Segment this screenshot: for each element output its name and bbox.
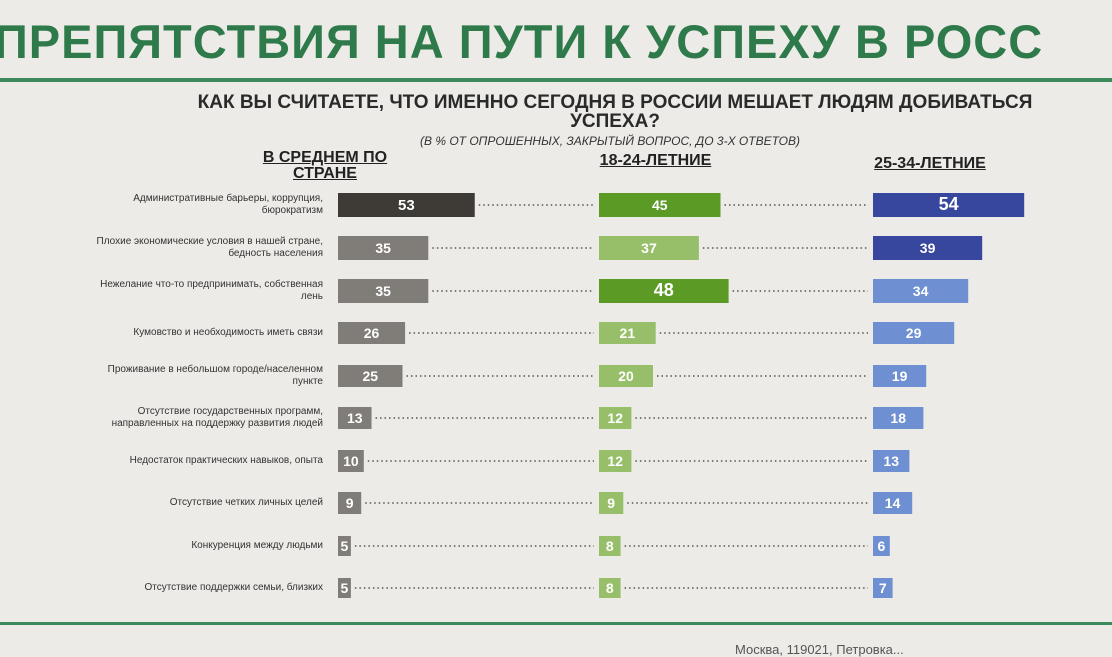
survey-question-line-2: УСПЕХА?	[570, 111, 660, 132]
bar-18-24	[599, 236, 699, 260]
bar-value-label: 14	[885, 495, 901, 511]
bar-value-label: 21	[620, 325, 636, 341]
bar-country-average	[338, 450, 364, 472]
bar-value-label: 39	[920, 240, 936, 256]
bar-18-24	[599, 492, 624, 514]
bar-25-34	[873, 322, 955, 344]
bar-value-label: 8	[606, 538, 614, 554]
bar-value-label: 13	[347, 410, 363, 426]
bar-value-label: 48	[654, 280, 674, 300]
bar-value-label: 29	[906, 325, 922, 341]
bar-25-34	[873, 193, 1025, 217]
bar-25-34	[873, 492, 913, 514]
footer-address: Москва, 119021, Петровка...	[735, 642, 904, 657]
bar-country-average	[338, 193, 475, 217]
category-label: Конкуренция между людьми	[191, 540, 323, 551]
bar-25-34	[873, 578, 893, 598]
bar-18-24	[599, 193, 721, 217]
survey-question-line-1: КАК ВЫ СЧИТАЕТЕ, ЧТО ИМЕННО СЕГОДНЯ В РО…	[197, 92, 1033, 113]
bar-value-label: 12	[607, 410, 623, 426]
bar-country-average	[338, 407, 372, 429]
bar-value-label: 9	[607, 495, 615, 511]
category-label: Проживание в небольшом городе/населенном…	[107, 364, 323, 387]
bar-18-24	[599, 279, 729, 303]
title-divider	[0, 78, 1112, 82]
column-header-18-24: 18-24-ЛЕТНИЕ	[599, 152, 712, 169]
bar-country-average	[338, 279, 429, 303]
category-label: Отсутствие поддержки семьи, близких	[144, 582, 323, 593]
category-label: Кумовство и необходимость иметь связи	[133, 327, 323, 338]
bar-18-24	[599, 322, 656, 344]
category-label: Отсутствие четких личных целей	[169, 497, 323, 508]
bar-country-average	[338, 322, 406, 344]
bar-value-label: 12	[607, 453, 623, 469]
bar-25-34	[873, 407, 924, 429]
bar-value-label: 35	[375, 240, 391, 256]
bar-value-label: 35	[375, 283, 391, 299]
category-label: Нежелание что-то предпринимать, собствен…	[100, 279, 323, 302]
bar-25-34	[873, 236, 983, 260]
bar-country-average	[338, 536, 351, 556]
bar-18-24	[599, 450, 632, 472]
bar-country-average	[338, 492, 362, 514]
bar-value-label: 45	[652, 197, 668, 213]
category-label: Плохие экономические условия в нашей стр…	[96, 236, 323, 259]
category-label: Недостаток практических навыков, опыта	[129, 455, 323, 466]
bar-value-label: 20	[618, 368, 634, 384]
bar-value-label: 7	[879, 580, 887, 596]
bar-value-label: 9	[346, 495, 354, 511]
bar-25-34	[873, 279, 969, 303]
bar-value-label: 18	[890, 410, 906, 426]
survey-question: КАК ВЫ СЧИТАЕТЕ, ЧТО ИМЕННО СЕГОДНЯ В РО…	[100, 93, 1112, 131]
bar-value-label: 34	[913, 283, 929, 299]
category-label: Административные барьеры, коррупция, бюр…	[133, 193, 323, 216]
column-header-25-34: 25-34-ЛЕТНИЕ	[874, 155, 986, 172]
bar-value-label: 5	[341, 580, 349, 596]
bar-25-34	[873, 450, 910, 472]
bar-value-label: 37	[641, 240, 657, 256]
bar-country-average	[338, 578, 351, 598]
bar-value-label: 13	[883, 453, 899, 469]
column-header-country-average: В СРЕДНЕМ ПО СТРАНЕ	[262, 149, 388, 182]
bar-18-24	[599, 578, 621, 598]
bar-value-label: 10	[343, 453, 359, 469]
category-label: Отсутствие государственных программ, нап…	[111, 406, 323, 429]
slide-title: ПРЕПЯТСТВИЯ НА ПУТИ К УСПЕХУ В РОСС	[0, 15, 1044, 68]
bar-18-24	[599, 407, 632, 429]
bar-value-label: 54	[939, 194, 959, 214]
bar-value-label: 19	[892, 368, 908, 384]
bar-value-label: 5	[341, 538, 349, 554]
bar-value-label: 8	[606, 580, 614, 596]
bar-value-label: 25	[362, 368, 378, 384]
survey-subtitle: (В % ОТ ОПРОШЕННЫХ, ЗАКРЫТЫЙ ВОПРОС, ДО …	[420, 134, 800, 148]
bar-country-average	[338, 236, 429, 260]
bar-value-label: 53	[398, 197, 415, 214]
bar-18-24	[599, 365, 653, 387]
footer-divider	[0, 622, 1112, 625]
bar-25-34	[873, 365, 927, 387]
bar-country-average	[338, 365, 403, 387]
bar-value-label: 6	[878, 538, 886, 554]
bar-18-24	[599, 536, 621, 556]
bar-value-label: 26	[364, 325, 380, 341]
bar-25-34	[873, 536, 890, 556]
